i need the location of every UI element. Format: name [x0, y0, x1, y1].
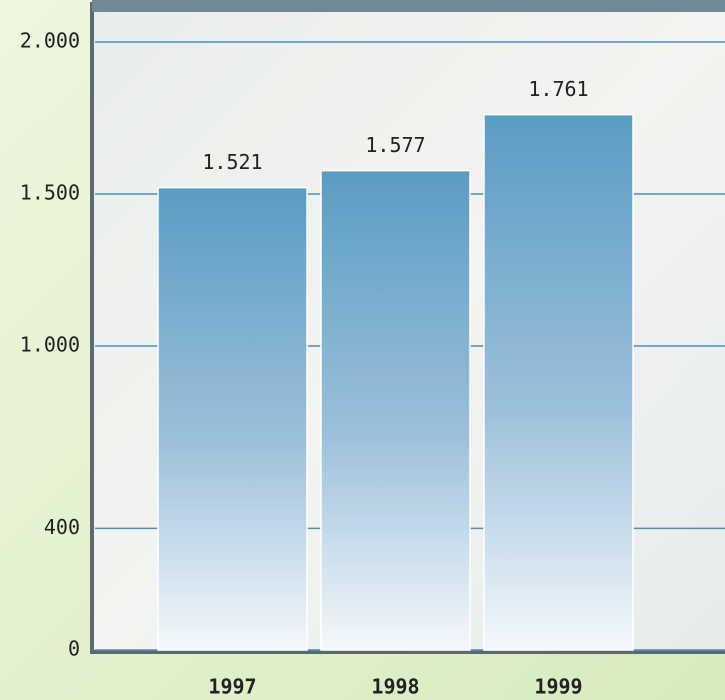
y-tick-label: 0 — [68, 637, 80, 661]
y-tick-label: 1.000 — [20, 333, 80, 357]
y-tick-label: 2.000 — [20, 29, 80, 53]
bar — [484, 115, 633, 650]
y-tick-label: 400 — [44, 515, 80, 539]
x-tick-label: 1999 — [534, 675, 582, 699]
page: {"chart_data": {"type": "bar", "categori… — [0, 0, 725, 700]
bar — [158, 188, 307, 650]
value-label: 1.577 — [365, 133, 425, 157]
value-label: 1.521 — [202, 150, 262, 174]
y-tick-label: 1.500 — [20, 181, 80, 205]
chart: 0 400 1.000 1.500 2.000 1.521 1997 1.577 1998 1.7… — [0, 0, 725, 700]
x-tick-label: 1997 — [208, 675, 256, 699]
value-label: 1.761 — [528, 77, 588, 101]
frame-top-band — [92, 0, 725, 12]
x-tick-label: 1998 — [371, 675, 419, 699]
bar — [321, 171, 470, 650]
